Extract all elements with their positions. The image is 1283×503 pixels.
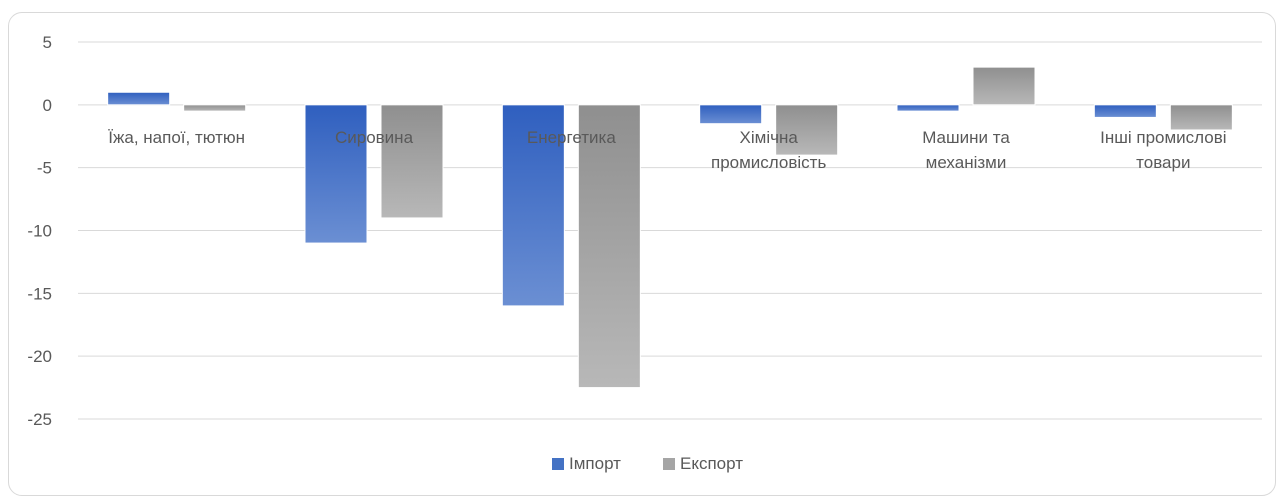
category-label: Хімічна промисловість (711, 128, 826, 172)
y-tick-label: -20 (27, 347, 52, 366)
bar-import (699, 104, 763, 125)
gridlines (78, 41, 1262, 420)
category-label: Їжа, напої, тютюн (108, 128, 245, 147)
legend-swatch-import (552, 458, 564, 470)
bar-import (304, 104, 368, 244)
bar-import (1093, 104, 1157, 118)
bar-export (577, 104, 641, 389)
y-tick-label: 0 (43, 96, 52, 115)
bar-export (775, 104, 839, 156)
legend-label-import: Імпорт (569, 454, 621, 473)
y-tick-label: -5 (37, 159, 52, 178)
y-tick-label: -10 (27, 222, 52, 241)
y-tick-label: 5 (43, 33, 52, 52)
bar-export (972, 66, 1036, 106)
bar-export (183, 104, 247, 112)
category-labels: Їжа, напої, тютюн Сировина Енергетика Хіміч… (108, 128, 1226, 172)
bars (107, 66, 1233, 389)
category-label: Енергетика (527, 128, 616, 147)
legend-label-export: Експорт (680, 454, 743, 473)
category-label: Машини та механізми (922, 128, 1010, 172)
category-label: Інші промислові товари (1100, 128, 1226, 172)
bar-export (1169, 104, 1233, 131)
legend-swatch-export (663, 458, 675, 470)
chart-frame (8, 12, 1276, 496)
y-tick-label: -15 (27, 284, 52, 303)
bar-import (107, 91, 171, 106)
y-tick-label: -25 (27, 410, 52, 429)
bar-import (896, 104, 960, 112)
bar-import (501, 104, 565, 307)
category-label: Сировина (335, 128, 414, 147)
legend: Імпорт Експорт (552, 454, 743, 473)
y-axis-ticks: 5 0 -5 -10 -15 -20 -25 (27, 33, 52, 429)
bar-export (380, 104, 444, 219)
